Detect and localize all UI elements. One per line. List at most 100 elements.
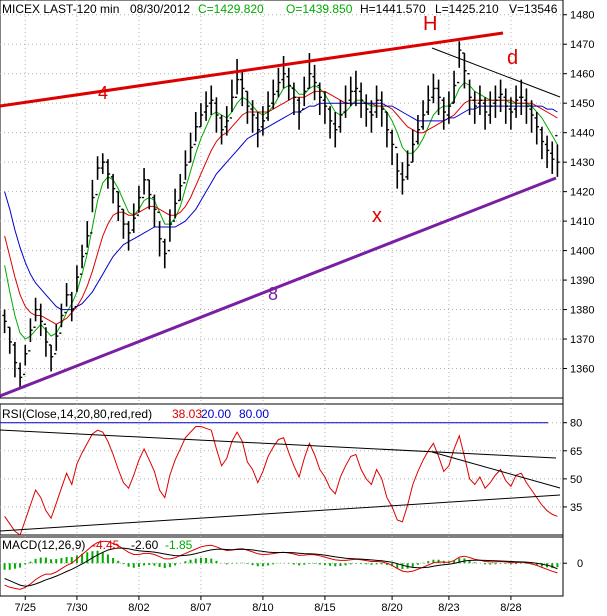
ohlc-bar (415, 114, 421, 145)
ohlc-bar (265, 91, 271, 121)
ohlc-bar (121, 208, 126, 239)
price-tick-label: 1480 (570, 10, 594, 22)
ohlc-bar (28, 318, 33, 352)
ohlc-bar (271, 79, 276, 110)
ohlc-bar (508, 97, 514, 130)
price-tick-label: 1440 (570, 128, 594, 140)
ohlc-bar (400, 162, 405, 195)
ohlc-bar (141, 168, 147, 199)
rsi-lower-trendline (0, 494, 561, 532)
ohlc-bar (178, 173, 183, 202)
price-tick-label: 1460 (570, 69, 594, 81)
ohlc-bar (369, 100, 374, 133)
ohlc-bar (550, 141, 555, 174)
x-tick-label: 8/02 (128, 602, 149, 614)
price-tick-label: 1410 (570, 216, 594, 228)
ohlc-bar (157, 211, 162, 257)
ohlc-bar (333, 112, 338, 148)
header-high: H=1441.570 (360, 2, 426, 16)
ohlc-bar (172, 188, 178, 222)
rsi-panel (4, 426, 558, 536)
price-tick-label: 1390 (570, 275, 594, 287)
rsi-tick-label: 50 (570, 474, 582, 486)
ohlc-bar (90, 179, 95, 234)
price-tick-label: 1430 (570, 157, 594, 169)
ohlc-bar (488, 91, 493, 124)
ohlc-bar (446, 91, 452, 124)
macd-tick-label: 0 (577, 558, 583, 570)
x-tick-label: 8/20 (381, 602, 402, 614)
ohlc-bar (436, 79, 441, 115)
ohlc-bar (312, 64, 317, 101)
triangle-upper-line (431, 47, 561, 98)
annotation-4: 4 (98, 83, 108, 103)
ohlc-bar (224, 106, 229, 136)
macd-signal-value: -2.60 (131, 538, 159, 552)
annotation-h: H (423, 13, 437, 35)
ma-mid-line (4, 90, 558, 325)
ohlc-bar (467, 73, 472, 115)
ohlc-bar (405, 150, 410, 180)
ohlc-bar (276, 67, 281, 98)
ohlc-bar (79, 244, 85, 275)
ohlc-bar (343, 85, 348, 118)
ohlc-bar (260, 106, 266, 136)
rsi-tick-label: 80 (570, 418, 582, 430)
annotation-8: 8 (268, 284, 278, 304)
ohlc-bar (147, 179, 152, 210)
ohlc-bar (167, 209, 173, 252)
rsi-tick-label: 35 (570, 502, 582, 514)
ohlc-bar (451, 70, 457, 104)
x-tick-label: 7/25 (15, 602, 36, 614)
ohlc-bar (513, 85, 519, 118)
ohlc-bar (136, 185, 142, 216)
ohlc-bar (64, 283, 69, 314)
x-tick-label: 7/30 (66, 602, 87, 614)
macd-header: MACD(12,26,9) -4.45 -2.60 -1.85 (2, 538, 193, 552)
ohlc-bar (322, 91, 328, 124)
x-tick-label: 8/07 (190, 602, 211, 614)
ohlc-bar (457, 41, 462, 84)
price-header: MICEX LAST-120 min 08/30/2012 C=1429.820… (2, 2, 558, 16)
ohlc-bar (74, 265, 80, 308)
ohlc-bar (100, 153, 105, 174)
rsi-tick-label: 65 (570, 446, 582, 458)
ohlc-bar (353, 70, 359, 107)
ohlc-bar (54, 324, 59, 355)
macd-panel (3, 540, 559, 590)
ohlc-bar (7, 326, 12, 354)
macd-hist-value: -1.85 (165, 538, 193, 552)
x-tick-label: 8/15 (314, 602, 335, 614)
ohlc-bar (183, 150, 188, 184)
ohlc-bar (43, 323, 49, 357)
price-bars (2, 41, 560, 390)
ohlc-bar (426, 85, 431, 115)
ohlc-bar (281, 56, 286, 89)
ohlc-bar (255, 112, 260, 148)
ohlc-bar (33, 297, 38, 328)
price-tick-label: 1370 (570, 334, 594, 346)
price-tick-label: 1420 (570, 187, 594, 199)
ohlc-bar (384, 111, 390, 148)
ohlc-bar (69, 291, 74, 322)
x-tick-label: 8/10 (252, 602, 273, 614)
ohlc-bar (524, 88, 529, 124)
macd-label: MACD(12,26,9) (2, 538, 85, 552)
ohlc-bar (296, 97, 302, 130)
price-tick-label: 1380 (570, 305, 594, 317)
macd-signal-line (4, 547, 558, 587)
ohlc-bar (555, 134, 560, 177)
ohlc-bar (338, 100, 343, 133)
axis-layer: 1360 1370 1380 1390 1400 1410 1420 1430 1440 1450… (0, 0, 594, 614)
price-tick-label: 1450 (570, 98, 594, 110)
ohlc-bar (131, 203, 136, 233)
ohlc-bar (431, 73, 436, 104)
ohlc-bar (374, 85, 379, 118)
header-low: L=1425.210 (435, 2, 499, 16)
ohlc-bar (307, 53, 312, 90)
header-symbol: MICEX LAST-120 min (2, 2, 119, 16)
ohlc-bar (482, 97, 488, 130)
moving-averages (4, 81, 558, 340)
